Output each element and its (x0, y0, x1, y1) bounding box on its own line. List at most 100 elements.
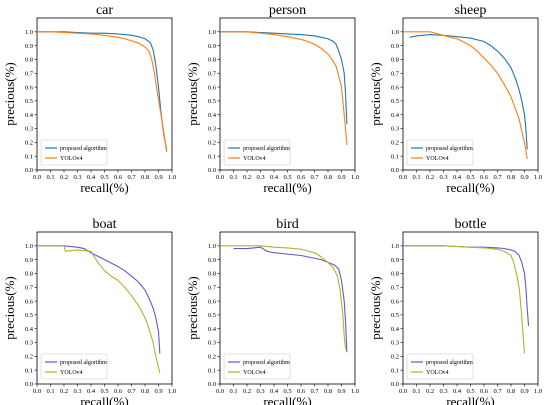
y-tick-label: 0.3 (391, 126, 399, 133)
x-tick-label: 0.5 (100, 174, 108, 181)
x-tick-label: 0.0 (33, 174, 41, 181)
x-tick-label: 1.0 (168, 174, 176, 181)
y-tick-label: 0.2 (208, 354, 216, 361)
y-tick-label: 0.0 (391, 381, 399, 388)
y-tick-label: 0.9 (391, 257, 399, 264)
legend (40, 353, 108, 380)
chart-panel-person: person 0.0 0.1 0.2 0.3 0.4 0.5 0.6 0.7 0.8 0.9 1.0 0… (185, 3, 359, 195)
series-line-proposed-algorithm (220, 31, 348, 125)
y-tick-label: 1.0 (391, 243, 399, 250)
x-tick-label: 0.7 (493, 174, 502, 181)
y-axis-title: precious(%) (368, 276, 383, 340)
chart-panel-car: car 0.0 0.1 0.2 0.3 0.4 0.5 0.6 0.7 0.8 0.9 1.0 0.0 0… (2, 3, 176, 195)
legend-label: YOLOv4 (426, 370, 449, 376)
y-axis-title: precious(%) (185, 62, 200, 126)
legend-label: proposed algorithm (426, 146, 473, 152)
x-tick-label: 1.0 (351, 174, 359, 181)
y-tick-label: 0.4 (391, 112, 400, 119)
legend (40, 139, 108, 166)
x-tick-label: 0.3 (439, 174, 447, 181)
series-line-proposed-algorithm (233, 246, 348, 353)
y-tick-label: 0.5 (208, 312, 216, 319)
y-tick-label: 0.9 (208, 43, 216, 50)
y-tick-label: 0.0 (391, 167, 399, 174)
y-tick-label: 0.4 (25, 112, 34, 119)
x-tick-label: 0.0 (399, 388, 407, 395)
x-tick-label: 0.4 (453, 388, 462, 395)
panel-title: car (96, 3, 113, 18)
x-tick-label: 0.6 (114, 388, 123, 395)
legend-label: YOLOv4 (60, 156, 83, 162)
y-tick-label: 0.3 (208, 126, 216, 133)
x-tick-label: 0.0 (216, 388, 224, 395)
y-tick-label: 0.0 (208, 167, 216, 174)
x-tick-label: 0.7 (127, 388, 136, 395)
x-tick-label: 0.4 (270, 174, 279, 181)
legend (223, 353, 291, 380)
panel-title: sheep (455, 3, 487, 18)
panel-title: boat (92, 217, 116, 232)
x-tick-label: 0.9 (337, 174, 345, 181)
x-tick-label: 0.2 (60, 388, 68, 395)
series-line-yolov4 (37, 31, 168, 153)
panel-title: bird (276, 217, 299, 232)
y-tick-label: 0.2 (25, 354, 33, 361)
legend (406, 139, 474, 166)
x-tick-label: 0.8 (507, 174, 515, 181)
y-tick-label: 0.7 (391, 70, 400, 77)
x-tick-label: 0.1 (229, 388, 237, 395)
series-line-proposed-algorithm (37, 245, 161, 354)
x-tick-label: 1.0 (534, 388, 542, 395)
y-tick-label: 0.8 (25, 271, 33, 278)
y-tick-label: 0.8 (391, 57, 399, 64)
y-tick-label: 0.6 (391, 298, 400, 305)
x-tick-label: 0.3 (73, 388, 81, 395)
series-line-yolov4 (220, 245, 347, 350)
y-tick-label: 0.9 (25, 257, 33, 264)
legend-label: proposed algorithm (243, 146, 290, 152)
y-tick-label: 1.0 (25, 29, 33, 36)
chart-panel-boat: boat 0.0 0.1 0.2 0.3 0.4 0.5 0.6 0.7 0.8 0.9 1.0 0.0… (2, 217, 176, 405)
y-tick-label: 0.1 (391, 367, 399, 374)
x-tick-label: 0.8 (507, 388, 515, 395)
x-tick-label: 0.6 (480, 388, 489, 395)
y-tick-label: 0.5 (391, 312, 399, 319)
y-tick-label: 0.3 (208, 340, 216, 347)
x-tick-label: 0.6 (114, 174, 123, 181)
x-tick-label: 0.9 (337, 388, 345, 395)
x-tick-label: 1.0 (168, 388, 176, 395)
x-tick-label: 0.1 (412, 388, 420, 395)
x-tick-label: 0.4 (87, 174, 96, 181)
legend-label: proposed algorithm (243, 360, 290, 366)
x-tick-label: 0.9 (520, 388, 528, 395)
x-tick-label: 0.1 (46, 388, 54, 395)
x-tick-label: 0.1 (46, 174, 54, 181)
x-axis-title: recall(%) (80, 180, 128, 195)
y-tick-label: 0.4 (391, 326, 400, 333)
legend-label: YOLOv4 (243, 370, 266, 376)
y-tick-label: 0.6 (25, 84, 34, 91)
x-tick-label: 0.2 (243, 388, 251, 395)
x-tick-label: 0.9 (154, 174, 162, 181)
y-tick-label: 0.6 (391, 84, 400, 91)
legend (406, 353, 474, 380)
x-axis-title: recall(%) (446, 180, 494, 195)
x-tick-label: 0.2 (60, 174, 68, 181)
y-tick-label: 1.0 (25, 243, 33, 250)
x-tick-label: 0.7 (493, 388, 502, 395)
x-tick-label: 0.2 (243, 174, 251, 181)
y-axis-title: precious(%) (2, 276, 17, 340)
y-axis-title: precious(%) (2, 62, 17, 126)
y-tick-label: 0.2 (391, 354, 399, 361)
y-tick-label: 0.4 (208, 326, 217, 333)
y-tick-label: 0.1 (208, 367, 216, 374)
chart-panel-sheep: sheep 0.0 0.1 0.2 0.3 0.4 0.5 0.6 0.7 0.8 0.9 1.0 0.… (368, 3, 542, 195)
y-tick-label: 0.2 (391, 140, 399, 147)
x-tick-label: 0.3 (73, 174, 81, 181)
legend-label: proposed algorithm (426, 360, 473, 366)
y-tick-label: 0.6 (25, 298, 34, 305)
x-tick-label: 0.3 (256, 174, 264, 181)
x-tick-label: 0.5 (283, 174, 291, 181)
x-tick-label: 0.0 (33, 388, 41, 395)
